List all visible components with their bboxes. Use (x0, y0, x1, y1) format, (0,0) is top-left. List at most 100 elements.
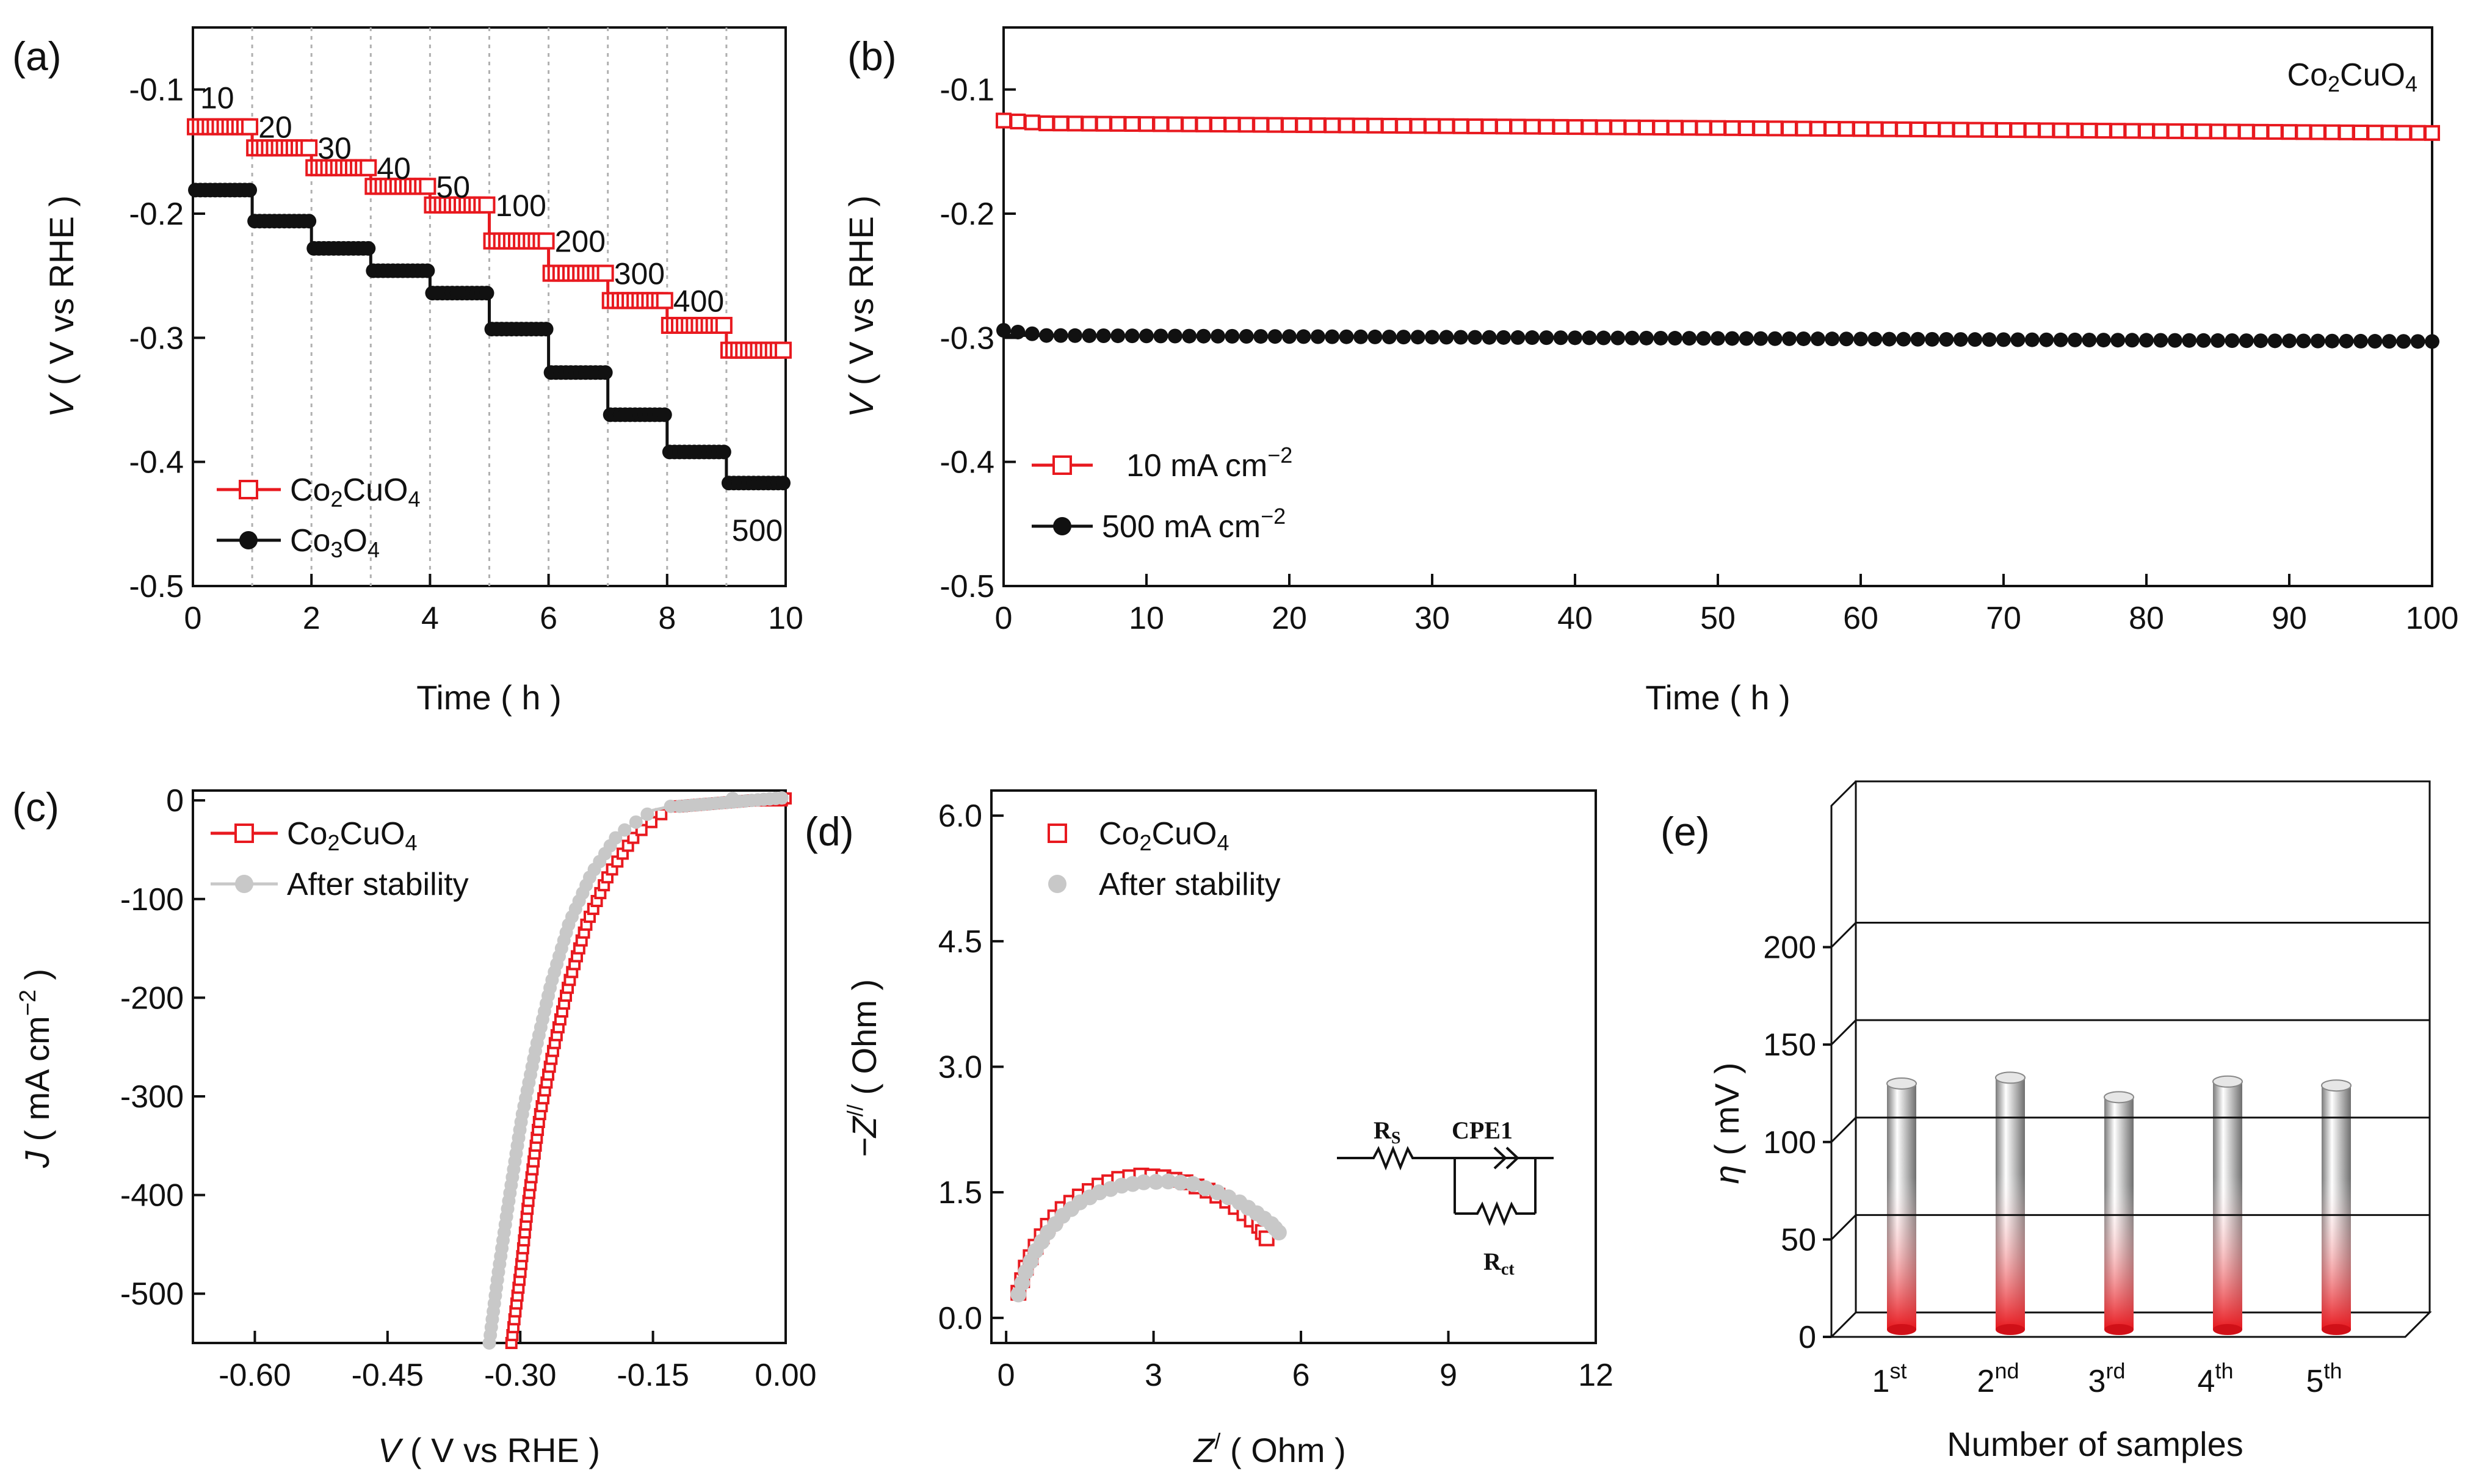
data-point (2053, 332, 2068, 347)
data-point (1197, 1180, 1214, 1196)
data-point (1696, 331, 1711, 346)
data-point (2153, 123, 2169, 139)
data-point (1938, 121, 1955, 138)
data-point (1524, 330, 1540, 346)
data-point (1196, 328, 1211, 344)
data-point (1538, 118, 1555, 135)
data-point (2310, 333, 2325, 349)
x-tick-label: 4th (2198, 1358, 2234, 1399)
y-tick-label: -200 (120, 980, 184, 1016)
data-point (1010, 324, 1026, 339)
data-point (1825, 331, 1840, 347)
panel-a-xlabel: Time ( h ) (416, 678, 562, 717)
data-point (2195, 123, 2212, 140)
bar-base (2322, 1324, 2351, 1335)
y-tick-label: -0.3 (940, 320, 994, 356)
x-tick-label: 100 (2406, 601, 2459, 636)
data-point (2124, 123, 2140, 139)
data-point (609, 831, 623, 845)
legend-marker-circle (235, 875, 253, 893)
data-point (1195, 116, 1212, 132)
x-tick-label: -0.45 (352, 1358, 424, 1393)
legend-after-stability: After stability (287, 867, 469, 902)
panel-b-series (996, 112, 2440, 349)
data-point (1810, 331, 1825, 347)
y-tick-label: 0.0 (938, 1301, 982, 1336)
data-point (2224, 123, 2240, 140)
data-point (1695, 120, 1712, 136)
data-point (1081, 115, 1098, 132)
legend-co3o4: Co3O4 (290, 523, 380, 562)
data-point (1968, 332, 1983, 347)
y-tick-label: 150 (1763, 1027, 1816, 1063)
x-tick-label: 10 (1129, 601, 1164, 636)
data-point (2067, 122, 2083, 139)
data-point (1438, 118, 1455, 134)
y-tick-label: 200 (1763, 930, 1816, 966)
data-point (1067, 115, 1083, 132)
data-point (1010, 114, 1026, 130)
equivalent-circuit-diagram (1337, 1145, 1554, 1226)
data-point (1139, 116, 1154, 132)
panel-e-label: (e) (1660, 809, 1710, 854)
x-tick-label: 50 (1700, 601, 1736, 636)
data-point (1024, 114, 1040, 131)
step-label: 10 (200, 81, 234, 115)
data-point (2381, 125, 2397, 141)
panel-b-frame (1002, 26, 2433, 587)
data-point (1095, 115, 1112, 132)
data-point (2124, 333, 2140, 348)
data-point (1167, 328, 1182, 344)
panel-e-ylabel: η ( mV ) (1707, 1062, 1746, 1184)
data-point (1038, 115, 1055, 132)
y-tick-label: -0.1 (940, 73, 994, 108)
data-point (2338, 124, 2355, 140)
data-point (2211, 333, 2225, 348)
panel-c-series (482, 791, 792, 1350)
y-tick-label: 3.0 (938, 1050, 982, 1085)
data-point (2253, 333, 2269, 349)
data-point (2052, 122, 2069, 139)
panel-d-series (1010, 1167, 1287, 1303)
data-point (2110, 333, 2126, 348)
data-point (1096, 328, 1111, 343)
panel-d-nyquist-plot: (d) 0 3 6 9 12 0.0 1.5 3.0 4.5 6.0 Z/ ( Ohm ) −Z/… (805, 789, 1613, 1469)
data-point (2081, 122, 2098, 139)
data-point (2167, 333, 2182, 348)
panel-a-series (187, 118, 792, 491)
panel-e-xlabel: Number of samples (1947, 1425, 2243, 1463)
data-point (1082, 328, 1097, 343)
data-point (478, 196, 496, 214)
data-point (1124, 328, 1140, 344)
panel-b-material-label: Co2CuO4 (2287, 57, 2417, 96)
data-point (1396, 330, 1411, 345)
data-point (1068, 328, 1082, 343)
bar-body-tint (2322, 1085, 2351, 1330)
data-point (1353, 117, 1369, 134)
x-tick-label: 90 (2272, 601, 2307, 636)
data-point (1148, 1174, 1164, 1190)
y-tick-label: -0.5 (129, 569, 184, 604)
data-point (1172, 1175, 1189, 1191)
y-tick-label: -300 (120, 1079, 184, 1115)
y-tick-label: 0 (166, 783, 184, 819)
panel-d-ticks: 0 3 6 9 12 0.0 1.5 3.0 4.5 6.0 (938, 798, 1613, 1393)
data-point (1339, 329, 1354, 344)
data-point (1624, 119, 1640, 136)
data-point (1610, 330, 1626, 346)
bar-top (2321, 1079, 2352, 1092)
data-point (1739, 331, 1754, 346)
data-point (1396, 118, 1412, 134)
data-point (1639, 330, 1654, 346)
data-point (1838, 121, 1855, 137)
data-point (1782, 331, 1797, 346)
panel-a-legend: Co2CuO4 Co3O4 (217, 472, 420, 562)
data-point (657, 407, 672, 422)
data-point (2324, 124, 2341, 140)
data-point (1267, 117, 1283, 133)
data-point (596, 264, 614, 282)
y-tick-label: 50 (1781, 1222, 1816, 1258)
data-point (2339, 333, 2354, 349)
data-point (1925, 331, 1939, 347)
